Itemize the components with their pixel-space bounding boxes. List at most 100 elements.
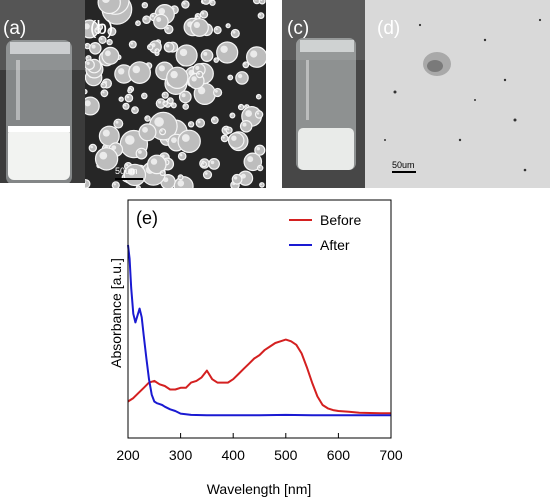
droplet (187, 121, 195, 128)
droplet (202, 170, 213, 180)
photo-panel-a: (a) (0, 0, 85, 183)
droplet (210, 116, 219, 125)
y-axis-label: Absorbance [a.u.] (108, 258, 124, 368)
droplet-highlight (215, 27, 218, 31)
droplet (220, 134, 229, 143)
droplet-highlight (183, 2, 186, 5)
droplet (159, 128, 167, 136)
droplet-highlight (155, 49, 158, 51)
droplet-highlight (201, 12, 205, 15)
droplet (182, 103, 190, 110)
droplet-highlight (111, 145, 117, 151)
droplet-highlight (237, 73, 243, 79)
droplet-highlight (166, 26, 169, 30)
x-tick-label: 300 (169, 447, 193, 463)
micrograph-panel-b: (b) 50um (85, 0, 266, 188)
droplet-highlight (170, 70, 178, 79)
droplet (166, 66, 189, 90)
droplet-highlight (214, 58, 217, 61)
droplet (161, 91, 169, 99)
droplet (201, 0, 211, 5)
droplet (89, 41, 102, 55)
droplet (135, 147, 148, 160)
droplet-highlight (158, 65, 165, 72)
droplet-highlight (228, 76, 231, 78)
droplet-highlight (150, 158, 158, 165)
droplet-highlight (102, 83, 104, 86)
droplet-highlight (161, 171, 163, 174)
droplet (213, 87, 223, 98)
x-tick-label: 200 (116, 447, 140, 463)
droplet-highlight (125, 135, 135, 145)
droplet-highlight (215, 89, 218, 93)
droplet-highlight (233, 176, 238, 180)
droplet (166, 97, 174, 105)
droplet-highlight (128, 89, 130, 91)
droplet (122, 102, 130, 110)
droplet (128, 61, 151, 84)
droplet-highlight (247, 156, 254, 163)
droplet-highlight (109, 28, 113, 32)
droplet (208, 157, 221, 170)
droplet-highlight (86, 61, 90, 65)
droplet-highlight (191, 76, 197, 82)
droplet-highlight (144, 17, 147, 20)
droplet (177, 151, 187, 161)
droplet-highlight (102, 91, 105, 94)
droplet-highlight (203, 51, 208, 56)
droplet (200, 161, 207, 168)
micrograph-panel-d: (d) 50um (365, 0, 550, 188)
droplet-highlight (154, 117, 164, 127)
photo-panel-c: (c) (282, 0, 365, 188)
droplet (195, 118, 206, 128)
droplet (175, 44, 198, 67)
droplet-highlight (91, 44, 96, 49)
droplet-highlight (202, 162, 205, 165)
droplet-highlight (231, 135, 237, 141)
droplet-highlight (100, 37, 103, 41)
legend: Before After (289, 212, 361, 253)
droplet (181, 0, 190, 9)
x-tick-label: 400 (222, 447, 246, 463)
panel-label-d: (d) (377, 18, 401, 39)
droplet-highlight (193, 21, 200, 28)
droplet-highlight (90, 145, 93, 149)
series-line-after (127, 244, 391, 417)
droplet-highlight (258, 166, 261, 169)
droplet-highlight (195, 65, 200, 70)
droplet (239, 120, 253, 133)
droplet-highlight (132, 65, 141, 74)
droplet-highlight (85, 44, 88, 47)
droplet-highlight (137, 186, 139, 188)
droplet-highlight (197, 72, 200, 75)
droplet-highlight (136, 21, 139, 24)
droplet (154, 48, 160, 54)
droplet (163, 41, 175, 53)
panel-label-b: (b) (90, 18, 114, 39)
droplet (230, 28, 240, 39)
series-line-before (127, 338, 391, 415)
droplet-highlight (243, 62, 246, 65)
droplet-highlight (250, 50, 258, 58)
scale-label-d: 50um (392, 160, 415, 170)
scale-bar-d (392, 171, 416, 173)
droplet-highlight (254, 0, 257, 1)
droplet (209, 0, 216, 6)
droplet-highlight (256, 147, 260, 151)
droplet-highlight (148, 45, 151, 48)
droplet-highlight (181, 134, 190, 142)
droplet (227, 74, 234, 81)
droplet (254, 144, 266, 156)
droplet-highlight (86, 56, 89, 59)
droplet-highlight (98, 25, 100, 28)
droplet-highlight (242, 122, 247, 127)
droplet (100, 89, 109, 98)
droplet-highlight (119, 97, 122, 100)
droplet-highlight (184, 104, 186, 107)
droplet (141, 1, 149, 9)
droplet (113, 118, 124, 129)
droplet-highlight (105, 50, 111, 57)
droplet-highlight (212, 118, 215, 121)
droplet-highlight (128, 168, 136, 176)
